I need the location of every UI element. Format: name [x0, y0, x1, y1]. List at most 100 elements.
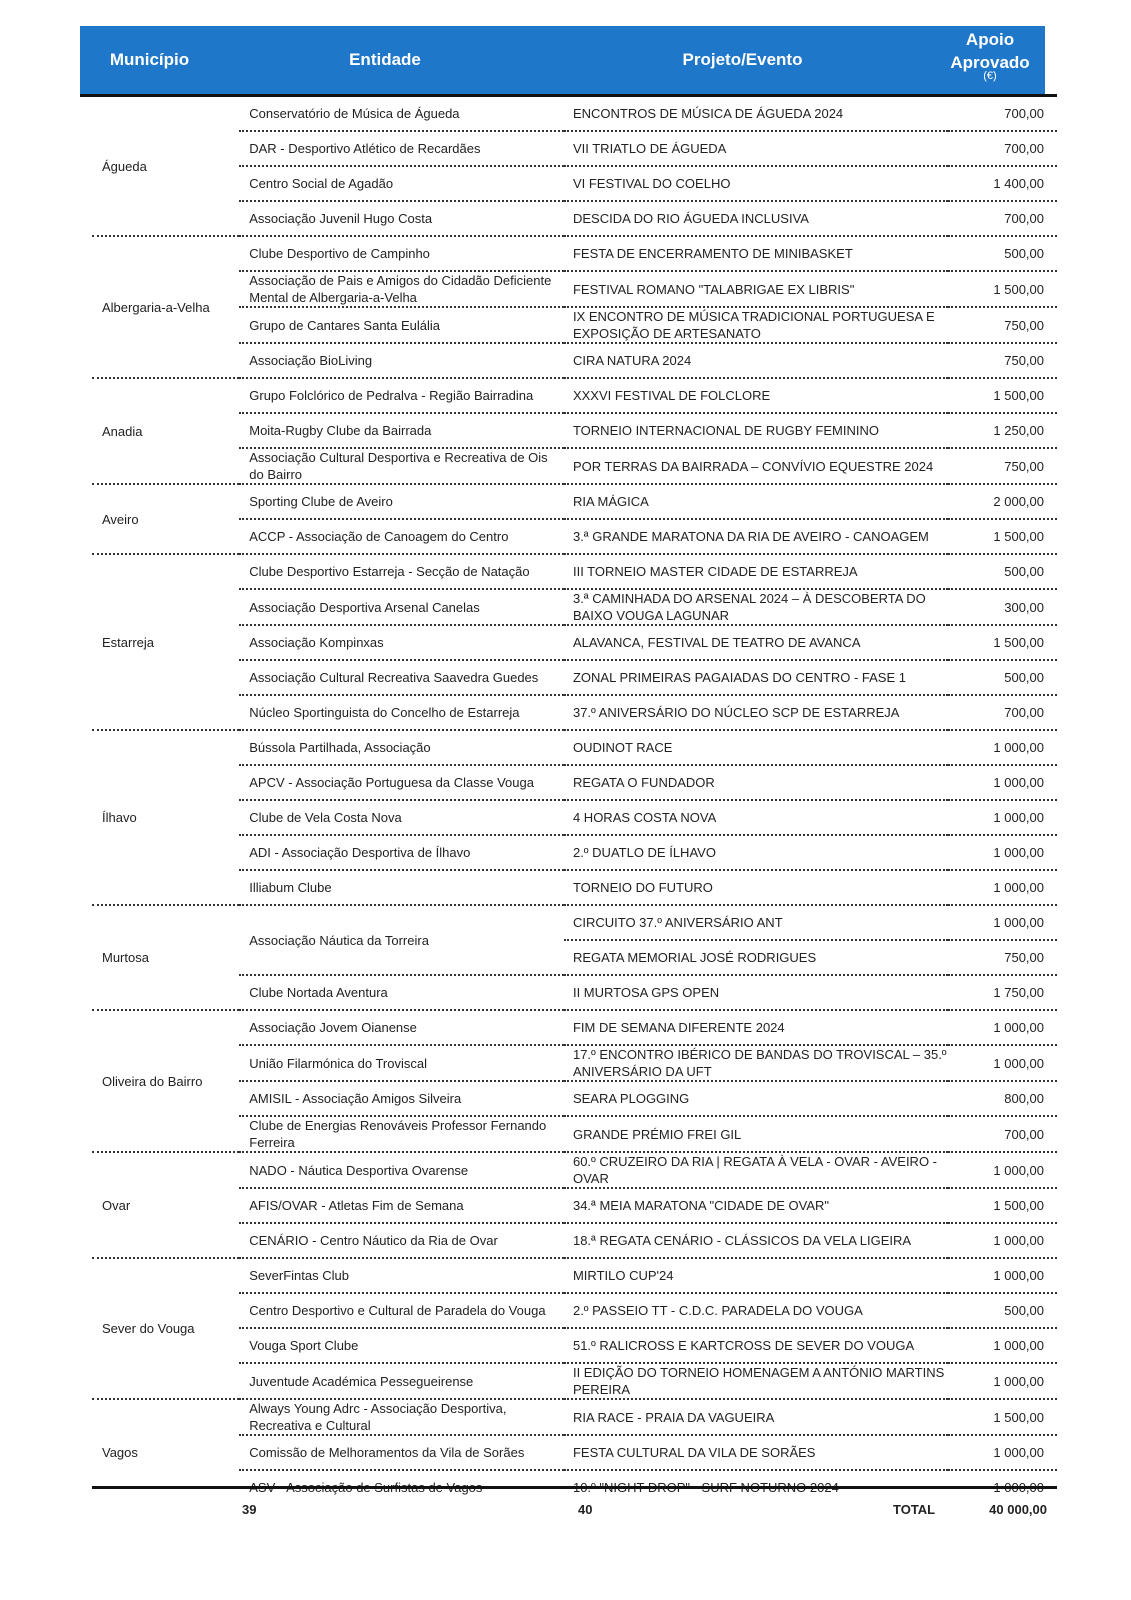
entidade-cell: AMISIL - Associação Amigos Silveira: [239, 1081, 564, 1117]
municipio-cell: Estarreja: [92, 554, 240, 731]
valor-cell: 1 250,00: [948, 413, 1057, 449]
table-row: AFIS/OVAR - Atletas Fim de Semana 34.ª ME…: [92, 1188, 1057, 1224]
projeto-cell: IX ENCONTRO DE MÚSICA TRADICIONAL PORTUG…: [563, 307, 949, 344]
valor-cell: 1 750,00: [948, 975, 1057, 1011]
projeto-cell: CIRA NATURA 2024: [563, 343, 949, 379]
footer-total-value: 40 000,00: [989, 1502, 1047, 1517]
table-row: Sever do Vouga SeverFintas Club MIRTILO CU…: [92, 1258, 1057, 1400]
projeto-cell: TORNEIO INTERNACIONAL DE RUGBY FEMININO: [563, 413, 949, 449]
valor-cell: 1 000,00: [948, 800, 1057, 836]
table-header: Município Entidade Projeto/Evento Apoio …: [80, 26, 1045, 94]
entidade-cell: AFIS/OVAR - Atletas Fim de Semana: [239, 1188, 564, 1224]
entidade-cell: CENÁRIO - Centro Náutico da Ria de Ovar: [239, 1223, 564, 1259]
entidade-cell: Clube Nortada Aventura: [239, 975, 564, 1011]
valor-cell: 1 500,00: [948, 519, 1057, 555]
projeto-cell: CIRCUITO 37.º ANIVERSÁRIO ANT: [563, 905, 949, 941]
table-row: REGATA MEMORIAL JOSÉ RODRIGUES 750,00: [92, 940, 1057, 976]
entidade-cell: Centro Social de Agadão: [239, 166, 564, 202]
footer-count-projetos: 40: [578, 1502, 593, 1517]
entidade-cell: Associação Náutica da Torreira: [239, 905, 564, 976]
entidade-cell: Associação Cultural Desportiva e Recreat…: [239, 448, 564, 485]
entidade-cell: Associação Desportiva Arsenal Canelas: [239, 589, 564, 626]
entidade-cell: Grupo Folclórico de Pedralva - Região Ba…: [239, 378, 564, 414]
valor-cell: 700,00: [948, 97, 1057, 132]
projeto-cell: 37.º ANIVERSÁRIO DO NÚCLEO SCP DE ESTARR…: [563, 695, 949, 731]
valor-cell: 1 000,00: [948, 1363, 1057, 1400]
valor-cell: 500,00: [948, 236, 1057, 272]
projeto-cell: VI FESTIVAL DO COELHO: [563, 166, 949, 202]
table-row: Associação BioLiving CIRA NATURA 2024 750,…: [92, 343, 1057, 379]
table-row: Vouga Sport Clube 51.º RALICROSS E KARTCR…: [92, 1328, 1057, 1364]
valor-cell: 1 000,00: [948, 1258, 1057, 1294]
projeto-cell: POR TERRAS DA BAIRRADA – CONVÍVIO EQUEST…: [563, 448, 949, 485]
table-row: Associação Juvenil Hugo Costa DESCIDA DO …: [92, 201, 1057, 237]
valor-cell: 700,00: [948, 131, 1057, 167]
entidade-cell: Conservatório de Música de Águeda: [239, 97, 564, 132]
header-municipio: Município: [109, 50, 190, 69]
valor-cell: 1 000,00: [948, 835, 1057, 871]
valor-cell: 500,00: [948, 660, 1057, 696]
valor-cell: 750,00: [948, 940, 1057, 976]
table-row: Estarreja Clube Desportivo Estarreja - Se…: [92, 554, 1057, 731]
table-row: Ílhavo Bússola Partilhada, Associação OUDI…: [92, 730, 1057, 906]
valor-cell: 1 000,00: [948, 1010, 1057, 1046]
projeto-cell: RIA RACE - PRAIA DA VAGUEIRA: [563, 1399, 949, 1436]
entidade-cell: Grupo de Cantares Santa Eulália: [239, 307, 564, 344]
entidade-cell: Associação Cultural Recreativa Saavedra …: [239, 660, 564, 696]
footer-count-entidades: 39: [242, 1502, 257, 1517]
projeto-cell: 2.º PASSEIO TT - C.D.C. PARADELA DO VOUG…: [563, 1293, 949, 1329]
valor-cell: 1 000,00: [948, 1223, 1057, 1259]
municipio-cell: Águeda: [92, 97, 240, 237]
projeto-cell: II EDIÇÃO DO TORNEIO HOMENAGEM A ANTÓNIO…: [563, 1363, 949, 1400]
projeto-cell: FESTIVAL ROMANO "TALABRIGAE EX LIBRIS": [563, 271, 949, 308]
projeto-cell: 18.ª REGATA CENÁRIO - CLÁSSICOS DA VELA …: [563, 1223, 949, 1259]
valor-cell: 1 000,00: [948, 1152, 1057, 1189]
entidade-cell: Associação de Pais e Amigos do Cidadão D…: [239, 271, 564, 308]
valor-cell: 700,00: [948, 1116, 1057, 1153]
valor-cell: 2 000,00: [948, 484, 1057, 520]
table-row: APCV - Associação Portuguesa da Classe V…: [92, 765, 1057, 801]
header-apoio-unit: (€): [983, 70, 997, 82]
table-bottom-divider: [92, 1486, 1057, 1489]
projeto-cell: REGATA MEMORIAL JOSÉ RODRIGUES: [563, 940, 949, 976]
table-row: Ovar NADO - Náutica Desportiva Ovarense 60…: [92, 1152, 1057, 1259]
entidade-cell: SeverFintas Club: [239, 1258, 564, 1294]
valor-cell: 1 500,00: [948, 378, 1057, 414]
table-row: ACCP - Associação de Canoagem do Centro 3…: [92, 519, 1057, 555]
entidade-cell: Sporting Clube de Aveiro: [239, 484, 564, 520]
valor-cell: 1 000,00: [948, 870, 1057, 906]
entidade-cell: Vouga Sport Clube: [239, 1328, 564, 1364]
valor-cell: 300,00: [948, 589, 1057, 626]
entidade-cell: Associação Juvenil Hugo Costa: [239, 201, 564, 237]
header-apoio-line2: Aprovado: [950, 53, 1030, 72]
municipio-cell: Anadia: [92, 378, 240, 485]
projeto-cell: 4 HORAS COSTA NOVA: [563, 800, 949, 836]
table-row: CENÁRIO - Centro Náutico da Ria de Ovar 1…: [92, 1223, 1057, 1259]
municipio-cell: Sever do Vouga: [92, 1258, 240, 1400]
table-row: Clube de Vela Costa Nova 4 HORAS COSTA NO…: [92, 800, 1057, 836]
valor-cell: 750,00: [948, 448, 1057, 485]
entidade-cell: Clube de Energias Renováveis Professor F…: [239, 1116, 564, 1153]
table-row: Grupo de Cantares Santa Eulália IX ENCONT…: [92, 307, 1057, 344]
entidade-cell: APCV - Associação Portuguesa da Classe V…: [239, 765, 564, 801]
valor-cell: 500,00: [948, 554, 1057, 590]
table-row: Associação Desportiva Arsenal Canelas 3.ª…: [92, 589, 1057, 626]
table-row: Moita-Rugby Clube da Bairrada TORNEIO INT…: [92, 413, 1057, 449]
projeto-cell: ALAVANCA, FESTIVAL DE TEATRO DE AVANCA: [563, 625, 949, 661]
valor-cell: 1 000,00: [948, 1435, 1057, 1471]
table-row: Águeda Conservatório de Música de Águeda E…: [92, 97, 1057, 237]
valor-cell: 700,00: [948, 201, 1057, 237]
valor-cell: 750,00: [948, 343, 1057, 379]
projeto-cell: 2.º DUATLO DE ÍLHAVO: [563, 835, 949, 871]
valor-cell: 1 500,00: [948, 271, 1057, 308]
header-projeto: Projeto/Evento: [682, 50, 803, 69]
projeto-cell: OUDINOT RACE: [563, 730, 949, 766]
projeto-cell: FESTA CULTURAL DA VILA DE SORÃES: [563, 1435, 949, 1471]
projeto-cell: 51.º RALICROSS E KARTCROSS DE SEVER DO V…: [563, 1328, 949, 1364]
projeto-cell: FIM DE SEMANA DIFERENTE 2024: [563, 1010, 949, 1046]
table-row: Anadia Grupo Folclórico de Pedralva - Reg…: [92, 378, 1057, 485]
entidade-cell: União Filarmónica do Troviscal: [239, 1045, 564, 1082]
entidade-cell: Moita-Rugby Clube da Bairrada: [239, 413, 564, 449]
entidade-cell: ADI - Associação Desportiva de Ílhavo: [239, 835, 564, 871]
table-row: Associação de Pais e Amigos do Cidadão D…: [92, 271, 1057, 308]
